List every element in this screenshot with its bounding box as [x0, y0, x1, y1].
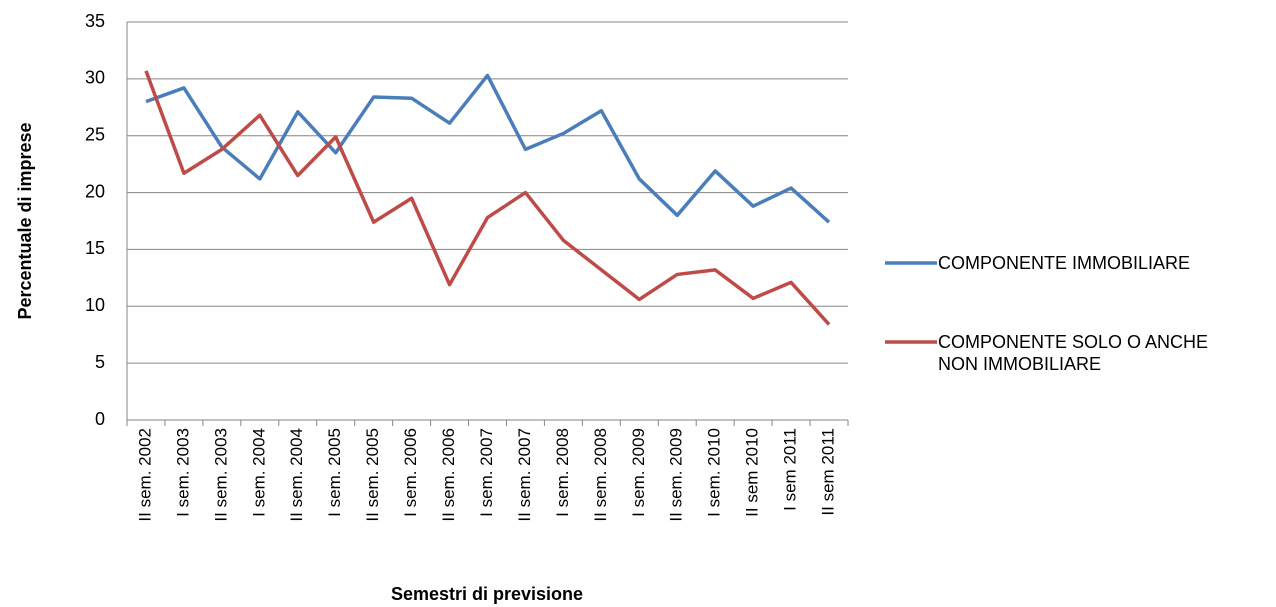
x-tick-label: I sem. 2003: [173, 428, 192, 517]
x-tick-label: I sem 2011: [781, 428, 800, 511]
x-tick-label: II sem. 2008: [591, 428, 610, 522]
x-tick-label: II sem. 2005: [363, 428, 382, 522]
y-tick-label: 10: [85, 295, 105, 315]
legend-label: COMPONENTE SOLO O ANCHE NON IMMOBILIARE: [938, 332, 1209, 374]
x-tick-label: II sem 2011: [819, 428, 838, 516]
y-tick-label: 20: [85, 181, 105, 201]
y-axis-title: Percentuale di imprese: [15, 122, 35, 319]
x-tick-label: I sem. 2005: [325, 428, 344, 517]
y-tick-label: 35: [85, 11, 105, 31]
x-tick-label: II sem. 2002: [135, 428, 154, 522]
x-tick-label: II sem. 2006: [439, 428, 458, 522]
x-tick-label: I sem. 2010: [705, 428, 724, 517]
x-tick-label: I sem. 2007: [477, 428, 496, 517]
x-tick-label: II sem. 2003: [211, 428, 230, 522]
x-tick-label: II sem. 2004: [287, 428, 306, 522]
y-tick-label: 25: [85, 124, 105, 144]
legend-label: COMPONENTE IMMOBILIARE: [938, 253, 1191, 273]
y-tick-label: 30: [85, 68, 105, 88]
y-tick-label: 5: [95, 352, 105, 372]
y-tick-label: 15: [85, 238, 105, 258]
x-tick-label: II sem. 2007: [515, 428, 534, 522]
series-line: [145, 73, 831, 224]
x-tick-label: II sem 2010: [743, 428, 762, 517]
x-axis-title: Semestri di previsione: [391, 584, 583, 604]
y-tick-label: 0: [95, 409, 105, 429]
x-tick-label: I sem. 2009: [629, 428, 648, 517]
x-tick-label: I sem. 2006: [401, 428, 420, 517]
x-tick-label: I sem. 2004: [249, 428, 268, 517]
series-line: [144, 70, 831, 326]
x-tick-label: II sem. 2009: [667, 428, 686, 522]
x-tick-label: I sem. 2008: [553, 428, 572, 517]
